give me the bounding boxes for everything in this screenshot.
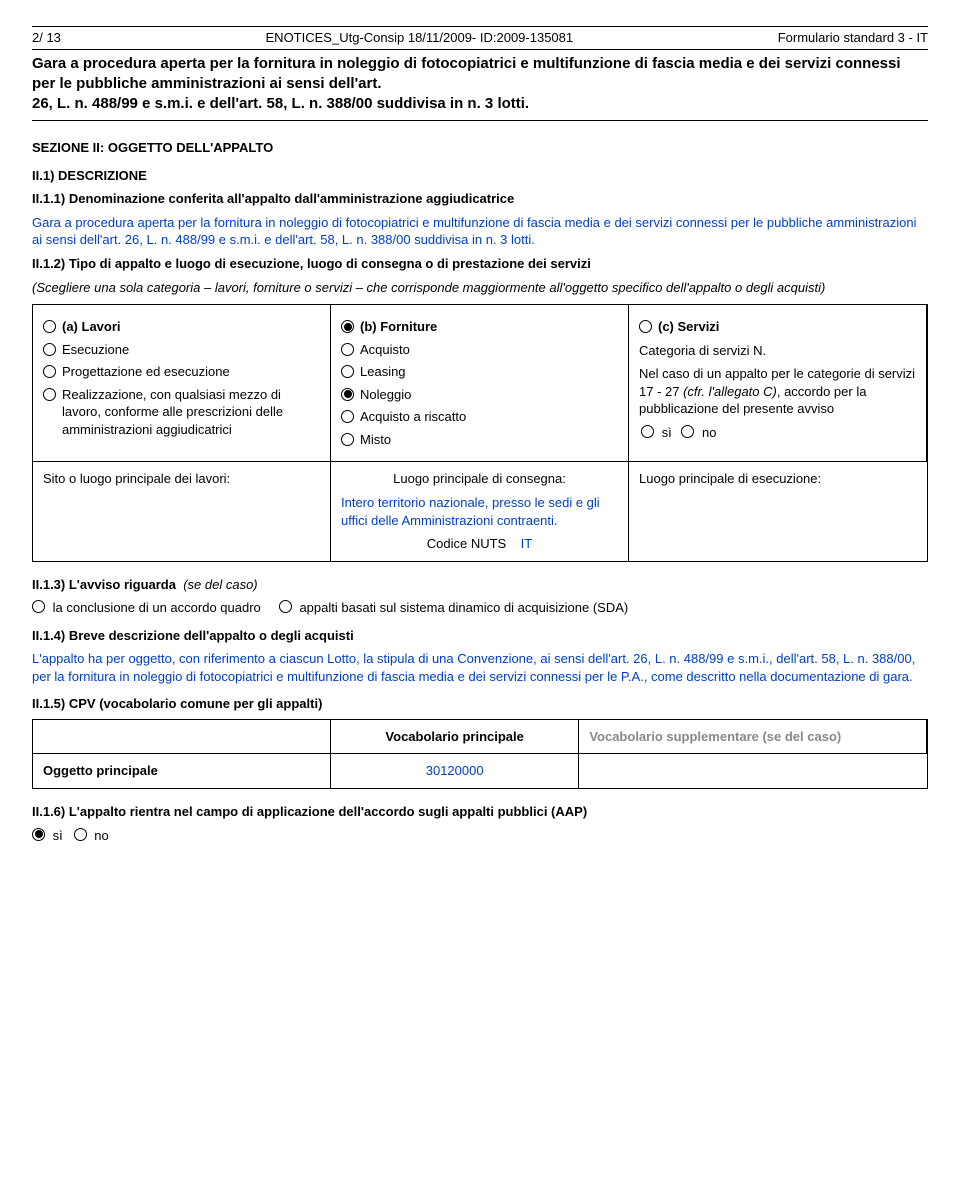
radio-icon[interactable]	[641, 425, 654, 438]
col-b-head: (b) Forniture	[360, 318, 437, 336]
cpv-row-supp	[579, 753, 927, 788]
page-header: 2/ 13 ENOTICES_Utg-Consip 18/11/2009- ID…	[32, 29, 928, 47]
col-c-si: sì	[662, 425, 672, 440]
ii13-options: la conclusione di un accordo quadro appa…	[32, 599, 928, 617]
radio-icon	[341, 410, 354, 423]
col-b-foot-body: Intero territorio nazionale, presso le s…	[341, 494, 618, 529]
col-a-head: (a) Lavori	[62, 318, 121, 336]
ii12-note: (Scegliere una sola categoria – lavori, …	[32, 279, 928, 297]
cpv-table: Vocabolario principale Vocabolario suppl…	[32, 719, 928, 789]
col-c-foot: Luogo principale di esecuzione:	[629, 461, 927, 560]
col-c: (c) Servizi Categoria di servizi N. Nel …	[629, 305, 927, 461]
cpv-h1	[33, 720, 331, 754]
radio-icon	[43, 343, 56, 356]
ii16-si: sì	[53, 828, 63, 843]
opt-b3[interactable]: Noleggio	[341, 386, 618, 404]
opt-a2[interactable]: Progettazione ed esecuzione	[43, 363, 320, 381]
opt-a-head[interactable]: (a) Lavori	[43, 318, 320, 336]
cpv-row-label: Oggetto principale	[33, 753, 331, 788]
cpv-h2: Vocabolario principale	[331, 720, 579, 754]
nuts-label: Codice NUTS	[427, 536, 506, 551]
radio-icon[interactable]	[681, 425, 694, 438]
opt-b1[interactable]: Acquisto	[341, 341, 618, 359]
opt-b5[interactable]: Misto	[341, 431, 618, 449]
doc-id: ENOTICES_Utg-Consip 18/11/2009- ID:2009-…	[266, 29, 574, 47]
header-rule-bottom	[32, 49, 928, 50]
col-b-foot-label: Luogo principale di consegna:	[341, 470, 618, 488]
col-a-o1: Esecuzione	[62, 341, 129, 359]
radio-filled-icon	[341, 320, 354, 333]
section-ii-heading: SEZIONE II: OGGETTO DELL'APPALTO	[32, 139, 928, 157]
col-c-foot-text: Luogo principale di esecuzione:	[639, 471, 821, 486]
col-a-foot-text: Sito o luogo principale dei lavori:	[43, 471, 230, 486]
radio-icon	[639, 320, 652, 333]
nuts-val: IT	[521, 536, 533, 551]
col-a-o2: Progettazione ed esecuzione	[62, 363, 230, 381]
radio-icon	[43, 388, 56, 401]
ii13-o1: la conclusione di un accordo quadro	[53, 600, 261, 615]
col-b-nuts: Codice NUTS IT	[341, 535, 618, 553]
cpv-h3: Vocabolario supplementare (se del caso)	[579, 720, 927, 754]
radio-icon	[341, 433, 354, 446]
ii1-heading: II.1) DESCRIZIONE	[32, 167, 928, 185]
col-b-o4: Acquisto a riscatto	[360, 408, 466, 426]
ii14-body: L'appalto ha per oggetto, con riferiment…	[32, 650, 928, 685]
ii11-label: II.1.1) Denominazione conferita all'appa…	[32, 191, 514, 206]
opt-b2[interactable]: Leasing	[341, 363, 618, 381]
radio-filled-icon	[341, 388, 354, 401]
col-b-o1: Acquisto	[360, 341, 410, 359]
form-name: Formulario standard 3 - IT	[778, 29, 928, 47]
ii16-no: no	[94, 828, 108, 843]
col-a-o3: Realizzazione, con qualsiasi mezzo di la…	[62, 386, 320, 439]
ii15-label: II.1.5) CPV (vocabolario comune per gli …	[32, 696, 322, 711]
ii13-note: (se del caso)	[183, 577, 257, 592]
opt-a1[interactable]: Esecuzione	[43, 341, 320, 359]
radio-icon	[341, 343, 354, 356]
ii12-label: II.1.2) Tipo di appalto e luogo di esecu…	[32, 256, 591, 271]
col-b-o2: Leasing	[360, 363, 406, 381]
type-table: (a) Lavori Esecuzione Progettazione ed e…	[32, 304, 928, 561]
col-b-o3: Noleggio	[360, 386, 411, 404]
col-b-o5: Misto	[360, 431, 391, 449]
title-rule	[32, 120, 928, 121]
ii14-label: II.1.4) Breve descrizione dell'appalto o…	[32, 628, 354, 643]
title-line1: Gara a procedura aperta per la fornitura…	[32, 55, 901, 92]
radio-icon[interactable]	[74, 828, 87, 841]
header-rule-top	[32, 26, 928, 27]
opt-c-head[interactable]: (c) Servizi	[639, 318, 916, 336]
ii16-options: sì no	[32, 827, 928, 845]
radio-icon	[43, 365, 56, 378]
radio-icon	[43, 320, 56, 333]
col-c-note-it: (cfr. l'allegato C)	[683, 384, 777, 399]
opt-b4[interactable]: Acquisto a riscatto	[341, 408, 618, 426]
document-title: Gara a procedura aperta per la fornitura…	[32, 54, 928, 115]
col-c-yesno: sì no	[639, 425, 716, 440]
opt-a3[interactable]: Realizzazione, con qualsiasi mezzo di la…	[43, 386, 320, 439]
col-c-cat: Categoria di servizi N.	[639, 342, 916, 360]
col-a: (a) Lavori Esecuzione Progettazione ed e…	[33, 305, 331, 461]
col-c-head: (c) Servizi	[658, 318, 719, 336]
opt-b-head[interactable]: (b) Forniture	[341, 318, 618, 336]
ii13-label: II.1.3) L'avviso riguarda	[32, 577, 176, 592]
col-b: (b) Forniture Acquisto Leasing Noleggio …	[331, 305, 629, 461]
cpv-row-val: 30120000	[331, 753, 579, 788]
ii16-label: II.1.6) L'appalto rientra nel campo di a…	[32, 804, 587, 819]
col-a-foot: Sito o luogo principale dei lavori:	[33, 461, 331, 560]
ii13-o2: appalti basati sul sistema dinamico di a…	[299, 600, 628, 615]
col-c-note-wrap: Nel caso di un appalto per le categorie …	[639, 365, 916, 418]
radio-icon[interactable]	[279, 600, 292, 613]
col-b-foot: Luogo principale di consegna: Intero ter…	[331, 461, 629, 560]
radio-icon	[341, 365, 354, 378]
page-number: 2/ 13	[32, 29, 61, 47]
col-c-no: no	[702, 425, 716, 440]
radio-icon[interactable]	[32, 600, 45, 613]
title-line2: 26, L. n. 488/99 e s.m.i. e dell'art. 58…	[32, 95, 529, 112]
radio-filled-icon[interactable]	[32, 828, 45, 841]
ii11-body: Gara a procedura aperta per la fornitura…	[32, 214, 928, 249]
